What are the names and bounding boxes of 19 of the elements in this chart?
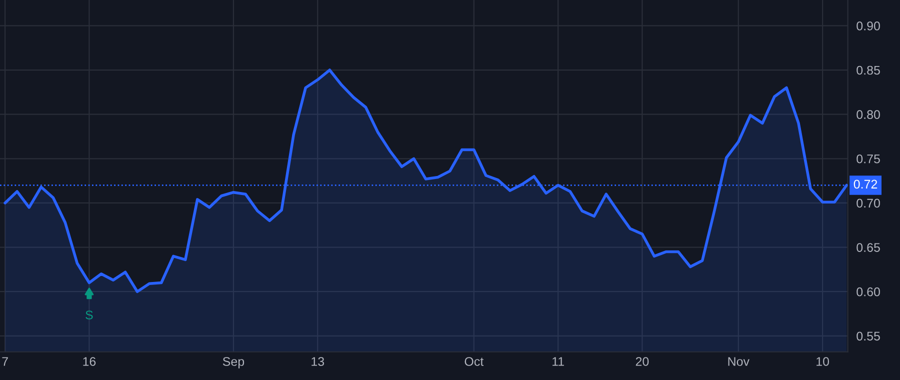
y-tick-label: 0.75 (856, 154, 880, 164)
x-tick-label: 11 (552, 357, 564, 366)
y-tick-label: 0.90 (856, 22, 880, 30)
y-tick-label: 0.55 (856, 332, 880, 341)
annotation: S (86, 310, 93, 320)
x-tick-label: 7 (2, 357, 8, 366)
x-tick-label: 20 (636, 357, 649, 366)
x-tick-label: 13 (312, 357, 324, 366)
x-tick-label: 16 (83, 357, 96, 366)
x-tick-label: Sep (222, 357, 244, 368)
y-tick-label: 0.85 (856, 66, 880, 75)
y-tick-label: 0.65 (856, 243, 880, 252)
y-tick-label: 0.70 (856, 198, 880, 208)
x-tick-label: 10 (816, 357, 830, 366)
x-tick-label: Nov (728, 357, 750, 366)
ref-line-label: 0.72 (854, 180, 878, 189)
x-tick-label: Oct (464, 357, 484, 366)
y-tick-label: 0.60 (856, 287, 880, 296)
y-tick-label: 0.80 (856, 110, 880, 119)
